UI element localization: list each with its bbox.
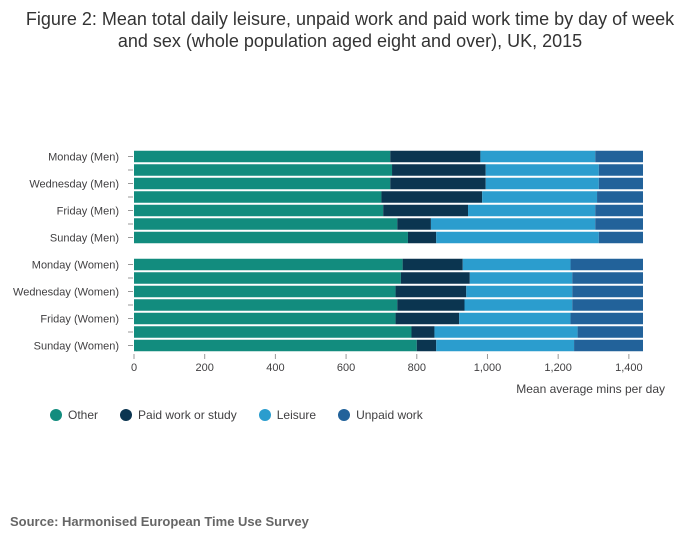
bar-segment-unpaid-work-13[interactable] — [574, 339, 643, 352]
legend-swatch-other — [50, 409, 62, 421]
bar-segment-leisure-2[interactable] — [485, 177, 599, 190]
legend-item-leisure[interactable]: Leisure — [258, 408, 317, 422]
bar-segment-other-1[interactable] — [134, 164, 393, 176]
bar-segment-unpaid-work-7[interactable] — [570, 258, 643, 271]
y-tick-label: Sunday (Men) — [50, 233, 119, 245]
bar-segment-leisure-7[interactable] — [462, 258, 571, 271]
x-axis: 0 200 400 600 800 1,000 1,200 1,400 — [131, 354, 643, 374]
bar-segment-leisure-4[interactable] — [468, 204, 596, 217]
bar-segment-unpaid-work-8[interactable] — [572, 272, 643, 284]
bar-segment-other-7[interactable] — [134, 258, 403, 271]
bar-segment-paid-work-or-study-3[interactable] — [381, 191, 483, 203]
legend-swatch-leisure — [258, 409, 271, 421]
bar-segment-other-5[interactable] — [134, 218, 398, 230]
bar-segment-leisure-8[interactable] — [469, 272, 573, 284]
bar-segment-leisure-3[interactable] — [482, 191, 598, 203]
y-tick-label: Monday (Men) — [48, 152, 119, 164]
bar-segment-paid-work-or-study-2[interactable] — [390, 177, 486, 190]
legend-item-other[interactable]: Other — [50, 408, 98, 422]
legend-label-unpaid-work: Unpaid work — [356, 408, 423, 422]
x-tick-label: 200 — [196, 362, 214, 374]
x-tick-label: 1,200 — [544, 362, 572, 374]
x-tick-label: 0 — [131, 362, 137, 374]
bar-segment-leisure-12[interactable] — [434, 326, 578, 338]
legend-item-unpaid-work[interactable]: Unpaid work — [338, 408, 423, 422]
bar-segment-unpaid-work-1[interactable] — [598, 164, 643, 176]
y-tick-label: Wednesday (Women) — [13, 287, 119, 299]
bar-segment-other-0[interactable] — [134, 150, 391, 163]
bar-segment-paid-work-or-study-4[interactable] — [383, 204, 469, 217]
x-tick-label: 1,400 — [615, 362, 643, 374]
bar-segment-unpaid-work-4[interactable] — [595, 204, 643, 217]
bar-segment-other-10[interactable] — [134, 299, 398, 311]
bar-segment-paid-work-or-study-12[interactable] — [411, 326, 435, 338]
legend: Other Paid work or study Leisure Unpaid … — [50, 408, 423, 422]
bars-group — [134, 150, 643, 352]
bar-segment-paid-work-or-study-9[interactable] — [395, 285, 467, 298]
bar-segment-unpaid-work-0[interactable] — [595, 150, 643, 163]
legend-label-leisure: Leisure — [276, 408, 317, 422]
bar-segment-paid-work-or-study-7[interactable] — [402, 258, 463, 271]
bar-segment-other-11[interactable] — [134, 312, 396, 325]
bar-segment-other-12[interactable] — [134, 326, 412, 338]
bar-segment-paid-work-or-study-6[interactable] — [407, 231, 437, 244]
y-tick-label: Friday (Men) — [57, 206, 119, 218]
legend-swatch-paid-work — [120, 409, 133, 421]
y-tick-label: Wednesday (Men) — [29, 179, 119, 191]
bar-segment-unpaid-work-5[interactable] — [595, 218, 643, 230]
legend-swatch-unpaid-work — [338, 409, 351, 421]
x-tick-label: 800 — [408, 362, 426, 374]
x-tick-label: 1,000 — [474, 362, 502, 374]
legend-label-paid-work: Paid work or study — [138, 408, 237, 422]
bar-segment-leisure-5[interactable] — [430, 218, 596, 230]
bar-segment-unpaid-work-9[interactable] — [572, 285, 643, 298]
bar-segment-other-4[interactable] — [134, 204, 384, 217]
x-tick-label: 600 — [337, 362, 355, 374]
y-tick-label: Monday (Women) — [32, 260, 119, 272]
x-tick-label: 400 — [266, 362, 284, 374]
legend-label-other: Other — [68, 408, 99, 422]
bar-segment-other-3[interactable] — [134, 191, 382, 203]
bar-segment-other-6[interactable] — [134, 231, 408, 244]
bar-segment-paid-work-or-study-1[interactable] — [392, 164, 486, 176]
y-axis-labels: Monday (Men) Wednesday (Men) Friday (Men) S… — [13, 152, 133, 353]
bar-segment-leisure-0[interactable] — [480, 150, 596, 163]
bar-segment-paid-work-or-study-8[interactable] — [400, 272, 470, 284]
chart-title: Figure 2: Mean total daily leisure, unpa… — [25, 9, 675, 51]
bar-segment-unpaid-work-6[interactable] — [598, 231, 643, 244]
bar-segment-other-8[interactable] — [134, 272, 401, 284]
bar-segment-unpaid-work-3[interactable] — [597, 191, 643, 203]
bar-segment-paid-work-or-study-10[interactable] — [397, 299, 465, 311]
bar-segment-unpaid-work-11[interactable] — [570, 312, 643, 325]
x-axis-label: Mean average mins per day — [516, 382, 665, 396]
bar-segment-unpaid-work-10[interactable] — [572, 299, 643, 311]
legend-item-paid-work[interactable]: Paid work or study — [120, 408, 237, 422]
bar-segment-paid-work-or-study-13[interactable] — [416, 339, 437, 352]
bar-segment-other-2[interactable] — [134, 177, 391, 190]
bar-segment-leisure-13[interactable] — [436, 339, 575, 352]
bar-segment-leisure-6[interactable] — [436, 231, 599, 244]
bar-segment-unpaid-work-2[interactable] — [598, 177, 643, 190]
bar-segment-paid-work-or-study-11[interactable] — [395, 312, 460, 325]
bar-segment-paid-work-or-study-0[interactable] — [390, 150, 481, 163]
bar-segment-unpaid-work-12[interactable] — [577, 326, 643, 338]
bar-segment-leisure-9[interactable] — [466, 285, 573, 298]
bar-segment-other-9[interactable] — [134, 285, 396, 298]
bar-segment-leisure-11[interactable] — [459, 312, 571, 325]
bar-segment-leisure-1[interactable] — [485, 164, 599, 176]
bar-segment-other-13[interactable] — [134, 339, 417, 352]
y-tick-label: Sunday (Women) — [34, 341, 119, 353]
bar-segment-leisure-10[interactable] — [464, 299, 573, 311]
source-note: Source: Harmonised European Time Use Sur… — [10, 514, 309, 529]
y-tick-label: Friday (Women) — [40, 314, 119, 326]
bar-segment-paid-work-or-study-5[interactable] — [397, 218, 431, 230]
